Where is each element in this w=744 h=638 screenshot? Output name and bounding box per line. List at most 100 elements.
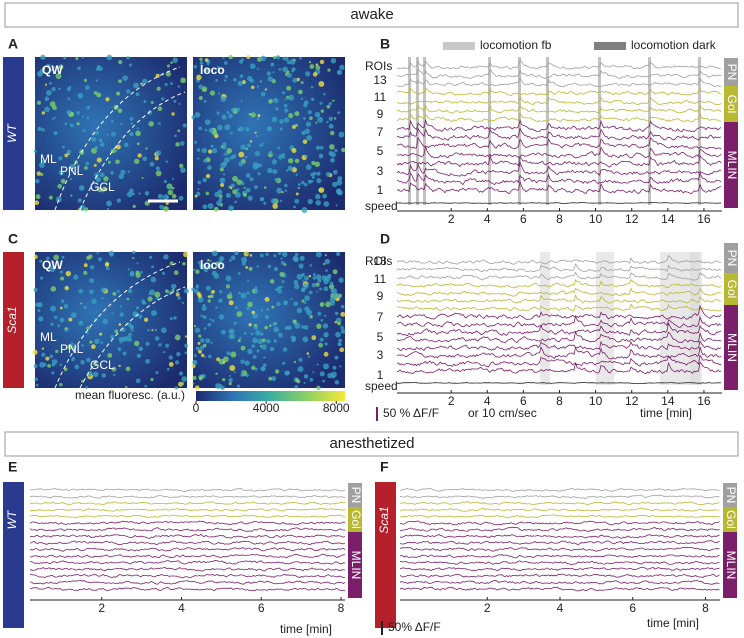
cell [223, 153, 226, 156]
cell [248, 113, 251, 116]
cell [203, 67, 209, 73]
cell [89, 289, 94, 295]
cell [228, 330, 232, 334]
trace [399, 579, 720, 585]
tick-label: 0 [193, 401, 200, 415]
row-label: 7 [377, 125, 384, 139]
cell [162, 350, 166, 354]
legend-label: locomotion dark [631, 38, 717, 52]
cell [224, 124, 231, 131]
cell [84, 207, 89, 212]
cell [266, 338, 271, 344]
cell [202, 88, 206, 92]
trace [29, 586, 346, 592]
cell [118, 364, 121, 368]
tick-label: 4 [484, 394, 491, 408]
colorbar [196, 391, 345, 401]
cell [95, 79, 98, 82]
cell [327, 68, 331, 72]
group-label: MLIN [725, 333, 739, 362]
cell [316, 323, 322, 329]
cell [270, 62, 275, 67]
cell [197, 188, 200, 191]
section-box [4, 431, 739, 457]
trace [29, 527, 346, 532]
cell [197, 296, 204, 303]
cell [180, 381, 185, 386]
tick-label: 16 [697, 212, 711, 226]
cell [302, 279, 305, 282]
cell [278, 332, 283, 338]
cell [300, 97, 304, 100]
tick-label: 4 [484, 212, 491, 226]
cell [252, 313, 258, 319]
cell [79, 204, 86, 211]
cell [256, 349, 260, 353]
cell [210, 294, 214, 299]
cell [286, 95, 290, 99]
cell [340, 304, 345, 309]
cell [89, 265, 95, 270]
cell [67, 97, 70, 100]
cell [201, 306, 207, 311]
cell [143, 317, 149, 322]
cell [150, 276, 157, 283]
cell [228, 300, 234, 306]
cell [161, 271, 166, 275]
cell [328, 123, 334, 129]
cell [274, 177, 279, 182]
cell [302, 117, 306, 120]
cell [246, 291, 250, 295]
cell [244, 155, 248, 159]
cell [70, 342, 74, 346]
cell [332, 269, 338, 275]
cell [240, 373, 244, 376]
cell [250, 332, 254, 336]
cell [105, 266, 110, 271]
cell [320, 319, 324, 322]
cell [171, 112, 175, 116]
cell [94, 145, 99, 150]
group-bar [724, 122, 738, 208]
cell [78, 288, 84, 294]
cell [220, 329, 226, 335]
speed-label: speed [365, 199, 398, 213]
cell [310, 179, 314, 183]
cell [53, 116, 57, 119]
cell [170, 61, 173, 64]
cell [96, 64, 100, 68]
cell [237, 80, 243, 87]
cell [309, 64, 315, 69]
cell [86, 357, 91, 363]
cell [129, 325, 134, 330]
cell [210, 144, 214, 148]
cell [125, 366, 131, 372]
cell [297, 183, 301, 186]
cell [195, 191, 201, 197]
trace [399, 514, 720, 519]
cell [209, 259, 212, 263]
legend-label: locomotion fb [480, 38, 552, 52]
group-bar [724, 305, 738, 390]
cell [141, 299, 145, 303]
cell [184, 343, 189, 348]
cell [154, 156, 159, 161]
row-label: 11 [374, 272, 387, 286]
cell [216, 111, 220, 115]
cell [271, 159, 278, 165]
cell [272, 203, 278, 209]
cell [229, 155, 234, 160]
cell [282, 251, 288, 258]
cell [315, 274, 322, 280]
cell [198, 349, 202, 354]
cell [295, 192, 299, 196]
cell [40, 54, 46, 60]
cell [83, 305, 87, 310]
cell [306, 134, 312, 141]
cell [174, 134, 177, 138]
cell [165, 160, 169, 163]
cell [39, 69, 45, 74]
tick-label: 8 [338, 601, 345, 615]
cell [196, 148, 201, 152]
cell [211, 148, 218, 154]
